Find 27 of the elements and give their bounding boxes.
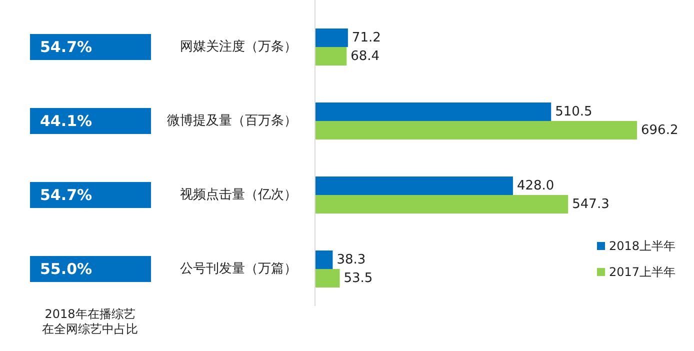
y-tick-label: 视频点击量（亿次） bbox=[180, 188, 297, 202]
bar bbox=[315, 269, 340, 288]
legend-label: 2018上半年 bbox=[609, 239, 676, 253]
bar bbox=[315, 28, 348, 47]
data-label: 68.4 bbox=[350, 48, 380, 64]
text: 54.7% bbox=[40, 186, 92, 204]
data-label: 696.2 bbox=[641, 122, 678, 138]
y-tick-label: 公号刊发量（万篇） bbox=[180, 262, 297, 276]
data-label: 428.0 bbox=[516, 178, 554, 194]
bar bbox=[315, 47, 347, 66]
text: 55.0% bbox=[40, 260, 92, 278]
data-label: 510.5 bbox=[555, 104, 592, 120]
bar bbox=[315, 195, 568, 214]
bar bbox=[315, 121, 637, 140]
y-tick-label: 网媒关注度（万条） bbox=[180, 38, 297, 54]
data-label: 53.5 bbox=[344, 270, 373, 286]
data-label: 547.3 bbox=[572, 196, 610, 212]
text: 2018年在播综艺在全网综艺中占比 bbox=[42, 307, 138, 336]
data-label: 71.2 bbox=[352, 30, 381, 46]
bar bbox=[315, 250, 333, 269]
bar bbox=[315, 102, 552, 121]
y-tick-label: 微博提及量（百万条） bbox=[167, 114, 297, 128]
data-label: 38.3 bbox=[336, 252, 366, 268]
bar bbox=[315, 176, 513, 195]
legend-label: 2017上半年 bbox=[609, 265, 676, 279]
text: 54.7% bbox=[40, 38, 92, 56]
text: 44.1% bbox=[40, 112, 92, 130]
